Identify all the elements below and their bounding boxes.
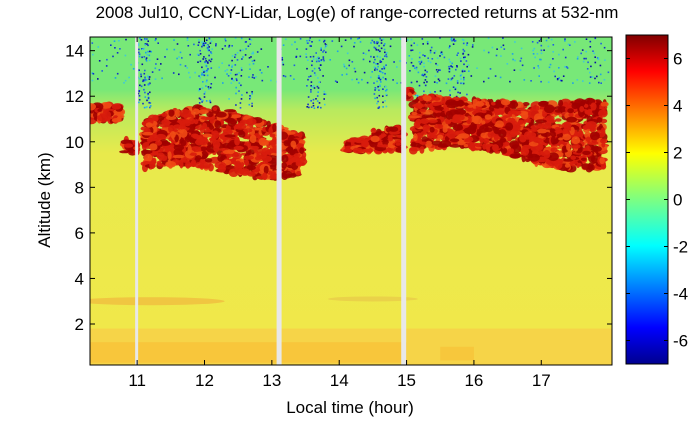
x-axis: 11 12 13 14 15 16 17 bbox=[128, 37, 551, 390]
data-gap bbox=[276, 37, 282, 365]
colorbar-tick-label: 6 bbox=[673, 50, 682, 69]
colorbar-tick-label: -4 bbox=[673, 285, 688, 304]
x-tick-label: 12 bbox=[195, 371, 214, 390]
y-axis-label: Altitude (km) bbox=[35, 152, 54, 247]
y-tick-label: 10 bbox=[65, 133, 84, 152]
y-tick-label: 2 bbox=[75, 315, 84, 334]
data-gap bbox=[401, 37, 407, 365]
boundary-layer-core bbox=[90, 342, 407, 363]
colorbar-tick-label: 4 bbox=[673, 97, 682, 116]
x-tick-label: 14 bbox=[330, 371, 349, 390]
x-tick-label: 15 bbox=[397, 371, 416, 390]
data-gap bbox=[135, 37, 139, 365]
x-axis-label: Local time (hour) bbox=[286, 398, 414, 417]
x-tick-label: 17 bbox=[532, 371, 551, 390]
x-tick-label: 11 bbox=[128, 371, 146, 390]
background-field bbox=[90, 37, 612, 365]
y-tick-label: 12 bbox=[65, 87, 84, 106]
colorbar-tick-label: 0 bbox=[673, 191, 682, 210]
x-tick-label: 16 bbox=[464, 371, 483, 390]
plot-area bbox=[89, 36, 613, 366]
chart-title: 2008 Jul10, CCNY-Lidar, Log(e) of range-… bbox=[96, 3, 619, 22]
aerosol-layer bbox=[90, 297, 225, 306]
colorbar-tick-label: 2 bbox=[673, 144, 682, 163]
colorbar: 6 4 2 0 -2 -4 -6 bbox=[625, 34, 688, 365]
y-tick-label: 14 bbox=[65, 42, 84, 61]
colorbar-tick-label: -2 bbox=[673, 238, 688, 257]
x-tick-label: 13 bbox=[262, 371, 281, 390]
y-tick-label: 6 bbox=[75, 224, 84, 243]
colorbar-tick-label: -6 bbox=[673, 332, 688, 351]
colorbar-gradient bbox=[625, 34, 669, 365]
plot-frame bbox=[89, 36, 613, 366]
y-axis: 2 4 6 8 10 12 14 bbox=[65, 42, 612, 334]
y-tick-label: 4 bbox=[75, 269, 84, 288]
y-tick-label: 8 bbox=[75, 178, 84, 197]
